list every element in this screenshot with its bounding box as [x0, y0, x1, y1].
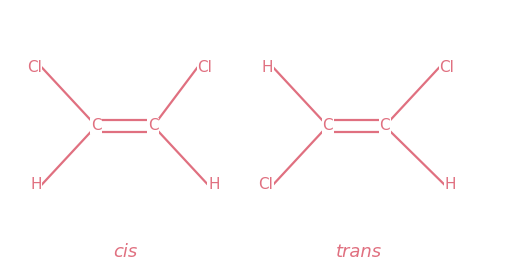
Text: H: H	[208, 177, 219, 192]
Text: cis: cis	[113, 243, 137, 261]
Text: Cl: Cl	[439, 60, 454, 75]
Text: C: C	[148, 118, 159, 134]
Text: Cl: Cl	[27, 60, 42, 75]
Text: trans: trans	[336, 243, 382, 261]
Text: C: C	[380, 118, 390, 134]
Text: C: C	[91, 118, 101, 134]
Text: C: C	[322, 118, 333, 134]
Text: Cl: Cl	[258, 177, 273, 192]
Text: H: H	[30, 177, 42, 192]
Text: H: H	[445, 177, 456, 192]
Text: H: H	[262, 60, 273, 75]
Text: Cl: Cl	[198, 60, 213, 75]
